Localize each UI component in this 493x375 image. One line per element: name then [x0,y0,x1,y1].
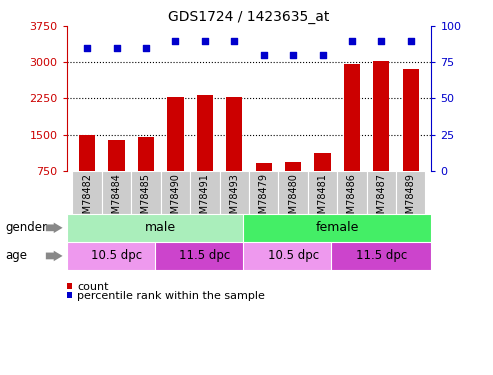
Bar [226,98,243,171]
Point [201,38,209,44]
Point [172,38,179,44]
Bar [344,64,360,171]
Point [230,38,238,44]
Text: male: male [145,221,176,234]
Bar [315,153,331,171]
Bar [167,97,183,171]
Bar [131,171,161,214]
Bar [108,140,125,171]
Text: GSM78479: GSM78479 [259,173,269,226]
Text: female: female [316,221,359,234]
Point [348,38,356,44]
Bar [72,171,102,214]
Text: GSM78491: GSM78491 [200,173,210,226]
Point [260,52,268,58]
Text: 10.5 dpc: 10.5 dpc [268,249,318,262]
Text: GSM78485: GSM78485 [141,173,151,226]
Point [142,45,150,51]
Bar [161,171,190,214]
Bar [403,69,419,171]
Bar [396,171,425,214]
Bar [279,171,308,214]
Text: age: age [5,249,27,262]
Bar [243,242,343,270]
Text: 11.5 dpc: 11.5 dpc [356,249,407,262]
Text: GSM78489: GSM78489 [406,173,416,226]
Text: GSM78487: GSM78487 [376,173,387,226]
Bar [67,242,167,270]
Bar [190,171,219,214]
Bar [308,171,337,214]
Point [83,45,91,51]
Bar [102,171,131,214]
Bar [337,171,367,214]
Text: GSM78490: GSM78490 [171,173,180,226]
Bar [79,135,95,171]
Point [378,38,386,44]
Text: GSM78486: GSM78486 [347,173,357,226]
Text: count: count [77,282,109,291]
Text: GSM78481: GSM78481 [317,173,327,226]
Text: GSM78484: GSM78484 [111,173,122,226]
Point [407,38,415,44]
Bar [331,242,431,270]
Bar [285,162,301,171]
Bar [373,62,389,171]
Bar [255,164,272,171]
Point [289,52,297,58]
Bar [67,214,255,242]
Text: gender: gender [5,221,47,234]
Bar [367,171,396,214]
Title: GDS1724 / 1423635_at: GDS1724 / 1423635_at [168,10,330,24]
Bar [243,214,431,242]
Bar [197,95,213,171]
Text: 11.5 dpc: 11.5 dpc [179,249,230,262]
Point [112,45,120,51]
Text: GSM78493: GSM78493 [229,173,239,226]
Bar [249,171,279,214]
Text: GSM78480: GSM78480 [288,173,298,226]
Bar [155,242,255,270]
Point [318,52,326,58]
Bar [138,137,154,171]
Bar [219,171,249,214]
Text: 10.5 dpc: 10.5 dpc [91,249,142,262]
Text: percentile rank within the sample: percentile rank within the sample [77,291,265,301]
Text: GSM78482: GSM78482 [82,173,92,226]
